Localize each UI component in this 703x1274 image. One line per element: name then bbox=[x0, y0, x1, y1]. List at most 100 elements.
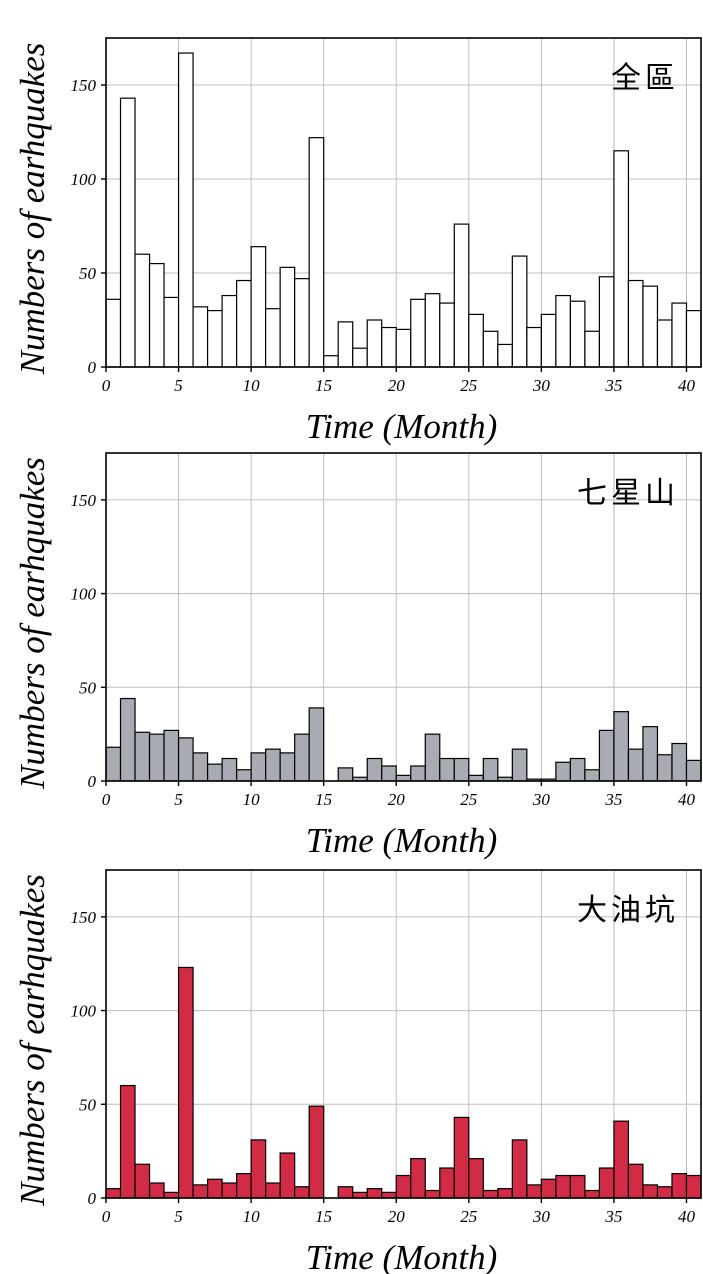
bar bbox=[163, 729, 180, 782]
x-tick-label: 10 bbox=[243, 790, 261, 809]
bar bbox=[642, 726, 659, 782]
bar bbox=[555, 761, 571, 782]
x-tick-label: 20 bbox=[388, 376, 406, 395]
bar bbox=[192, 752, 209, 782]
bar bbox=[627, 279, 644, 368]
y-axis-title: Numbers of earhquakes bbox=[13, 43, 52, 376]
x-tick-label: 0 bbox=[102, 790, 111, 809]
y-tick-label: 150 bbox=[71, 76, 97, 95]
bar bbox=[236, 279, 252, 368]
bar bbox=[526, 326, 542, 368]
y-tick-label: 0 bbox=[88, 772, 97, 791]
bar bbox=[671, 742, 688, 782]
panel-title: 全區 bbox=[611, 61, 679, 96]
bar bbox=[163, 1191, 180, 1199]
x-tick-label: 30 bbox=[532, 790, 551, 809]
bar bbox=[366, 757, 383, 782]
bar bbox=[279, 1152, 296, 1199]
y-tick-label: 150 bbox=[71, 908, 97, 927]
chart-panel-1: 0 5 10 15 20 25 30 35 40 0 50 100 150 Time (Month) Num… bbox=[13, 37, 702, 446]
bar bbox=[613, 1120, 630, 1199]
x-axis-title: Time (Month) bbox=[306, 407, 498, 446]
bar bbox=[656, 754, 673, 782]
bar bbox=[177, 737, 194, 782]
x-tick-label: 0 bbox=[102, 1207, 111, 1226]
bar bbox=[279, 752, 296, 782]
x-axis-title: Time (Month) bbox=[306, 1238, 498, 1274]
bar bbox=[148, 733, 165, 782]
bar bbox=[221, 1182, 238, 1199]
bar bbox=[221, 757, 238, 782]
x-tick-label: 40 bbox=[678, 376, 696, 395]
x-axis-title: Time (Month) bbox=[306, 821, 498, 860]
y-tick-label: 100 bbox=[71, 170, 97, 189]
bar bbox=[468, 1158, 484, 1199]
bar bbox=[294, 1186, 310, 1199]
x-tick-label: 35 bbox=[604, 376, 622, 395]
bar bbox=[192, 306, 209, 368]
bar bbox=[584, 769, 601, 782]
bar bbox=[119, 697, 136, 782]
x-tick-label: 40 bbox=[678, 790, 696, 809]
bar bbox=[656, 1186, 673, 1199]
bar bbox=[105, 746, 122, 782]
x-tick-label: 40 bbox=[678, 1207, 696, 1226]
bar bbox=[236, 1173, 252, 1199]
bar bbox=[598, 276, 615, 368]
bar bbox=[598, 1167, 615, 1199]
y-axis-title: Numbers of earhquakes bbox=[13, 457, 52, 790]
bar bbox=[497, 1188, 513, 1199]
bar bbox=[265, 1182, 281, 1199]
x-tick-label: 15 bbox=[315, 790, 332, 809]
bar bbox=[177, 52, 194, 368]
bar bbox=[453, 223, 470, 368]
bar bbox=[569, 757, 586, 782]
bar bbox=[134, 1163, 151, 1199]
bar bbox=[468, 774, 484, 782]
bar bbox=[468, 313, 484, 368]
y-tick-label: 50 bbox=[79, 1095, 97, 1114]
bar bbox=[206, 310, 223, 368]
x-tick-label: 10 bbox=[243, 376, 261, 395]
chart-panel-2: 0 5 10 15 20 25 30 35 40 0 50 100 150 Time (Month) Num… bbox=[13, 452, 702, 860]
x-tick-label: 35 bbox=[604, 790, 622, 809]
bar bbox=[410, 765, 426, 782]
bar bbox=[250, 752, 267, 782]
y-axis-title: Numbers of earhquakes bbox=[13, 874, 52, 1207]
x-tick-label: 15 bbox=[315, 1207, 332, 1226]
x-tick-label: 5 bbox=[174, 1207, 183, 1226]
bar bbox=[279, 266, 296, 368]
bar bbox=[206, 763, 223, 782]
bar bbox=[540, 1178, 557, 1199]
bar bbox=[250, 1139, 267, 1199]
bar bbox=[119, 1084, 136, 1199]
bar bbox=[569, 300, 586, 368]
bar bbox=[395, 328, 412, 368]
bar bbox=[642, 285, 659, 368]
bar bbox=[685, 1174, 702, 1199]
bar bbox=[424, 733, 441, 782]
bar bbox=[206, 1178, 223, 1199]
bar bbox=[366, 1188, 383, 1199]
y-tick-label: 150 bbox=[71, 491, 97, 510]
bar bbox=[424, 293, 441, 368]
bar bbox=[685, 310, 702, 368]
bar bbox=[337, 767, 354, 782]
bar bbox=[148, 263, 165, 368]
y-tick-label: 0 bbox=[88, 1189, 97, 1208]
bar bbox=[671, 302, 688, 368]
x-tick-label: 0 bbox=[102, 376, 111, 395]
bar bbox=[308, 1105, 325, 1199]
bar bbox=[148, 1182, 165, 1199]
bar bbox=[569, 1174, 586, 1199]
bar bbox=[511, 1139, 528, 1199]
bar bbox=[134, 731, 151, 782]
bar bbox=[511, 255, 528, 368]
bar bbox=[526, 1184, 542, 1199]
bar bbox=[395, 1174, 412, 1199]
bar bbox=[352, 347, 368, 368]
bar bbox=[482, 330, 499, 368]
bar bbox=[381, 765, 397, 782]
bar bbox=[656, 319, 673, 368]
